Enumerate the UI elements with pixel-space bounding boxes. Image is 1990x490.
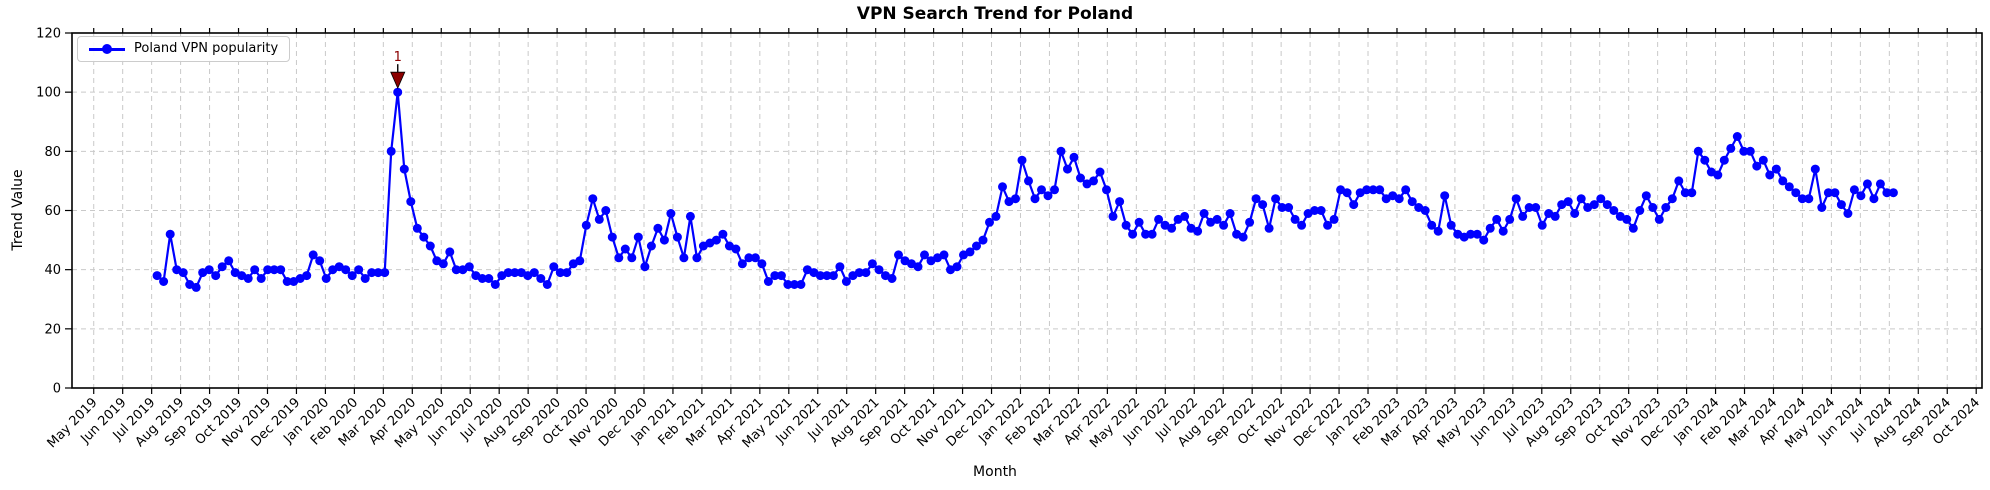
svg-text:80: 80 [44, 145, 61, 160]
y-tick-labels: 0 20 40 60 80 100 120 [36, 27, 61, 397]
legend-circle-marker [102, 44, 112, 54]
data-point-markers [152, 87, 1898, 292]
svg-text:1: 1 [394, 50, 402, 65]
svg-text:20: 20 [44, 322, 61, 337]
y-axis-label: Trend Value [10, 169, 26, 251]
svg-text:120: 120 [36, 27, 61, 42]
legend: Poland VPN popularity [77, 36, 291, 62]
x-axis-label: Month [973, 464, 1017, 480]
legend-line-sample [89, 44, 125, 54]
peak-annotation: 1 [390, 50, 406, 90]
svg-text:60: 60 [44, 204, 61, 219]
svg-text:100: 100 [36, 86, 61, 101]
legend-label: Poland VPN popularity [134, 41, 279, 56]
svg-text:0: 0 [53, 382, 61, 397]
axes [65, 28, 1983, 394]
chart-title: VPN Search Trend for Poland [856, 4, 1134, 24]
grid [72, 33, 1982, 388]
svg-text:40: 40 [44, 263, 61, 278]
trend-line [156, 91, 1894, 289]
